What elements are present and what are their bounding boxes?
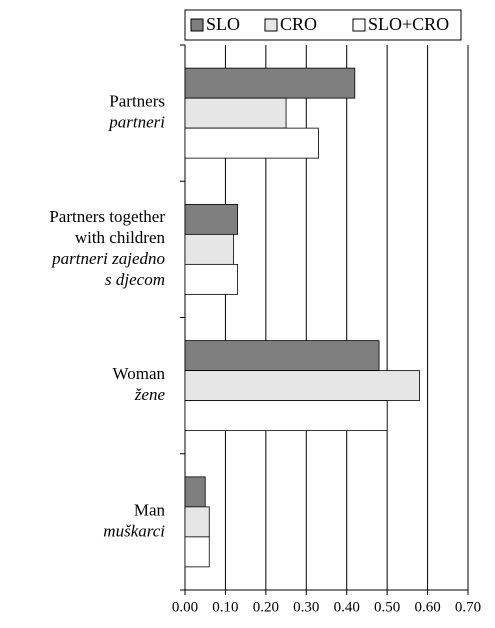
bar xyxy=(184,263,238,295)
legend-label: CRO xyxy=(280,14,317,34)
bar xyxy=(184,203,238,235)
legend-swatch xyxy=(190,18,204,32)
x-tick-label: 0.40 xyxy=(334,599,360,615)
legend-label: SLO+CRO xyxy=(368,14,449,34)
bar xyxy=(184,476,206,508)
x-tick-label: 0.30 xyxy=(293,599,319,615)
category-label: s djecom xyxy=(105,270,165,289)
category-label: partneri xyxy=(108,113,165,132)
x-tick-label: 0.70 xyxy=(455,599,481,615)
x-tick-label: 0.00 xyxy=(172,599,198,615)
bar xyxy=(184,340,380,372)
bar xyxy=(184,233,234,265)
category-label: Partners xyxy=(109,92,165,111)
category-label: with children xyxy=(75,228,166,247)
x-tick-label: 0.20 xyxy=(253,599,279,615)
bar xyxy=(184,400,388,432)
x-tick-label: 0.60 xyxy=(414,599,440,615)
category-label: partneri zajedno xyxy=(51,249,165,268)
category-label: Man xyxy=(134,500,166,519)
x-tick-label: 0.50 xyxy=(374,599,400,615)
category-label: Partners together xyxy=(49,207,165,226)
category-label: Woman xyxy=(113,364,166,383)
bar xyxy=(184,67,356,99)
category-label: žene xyxy=(134,385,166,404)
legend-swatch xyxy=(264,18,278,32)
x-tick-label: 0.10 xyxy=(212,599,238,615)
legend-label: SLO xyxy=(206,14,240,34)
bar xyxy=(184,506,210,538)
legend-swatch xyxy=(352,18,366,32)
category-label: muškarci xyxy=(103,521,165,540)
bar xyxy=(184,370,420,402)
legend-box xyxy=(184,9,462,41)
bar xyxy=(184,127,319,159)
bar xyxy=(184,97,287,129)
bar xyxy=(184,536,210,568)
